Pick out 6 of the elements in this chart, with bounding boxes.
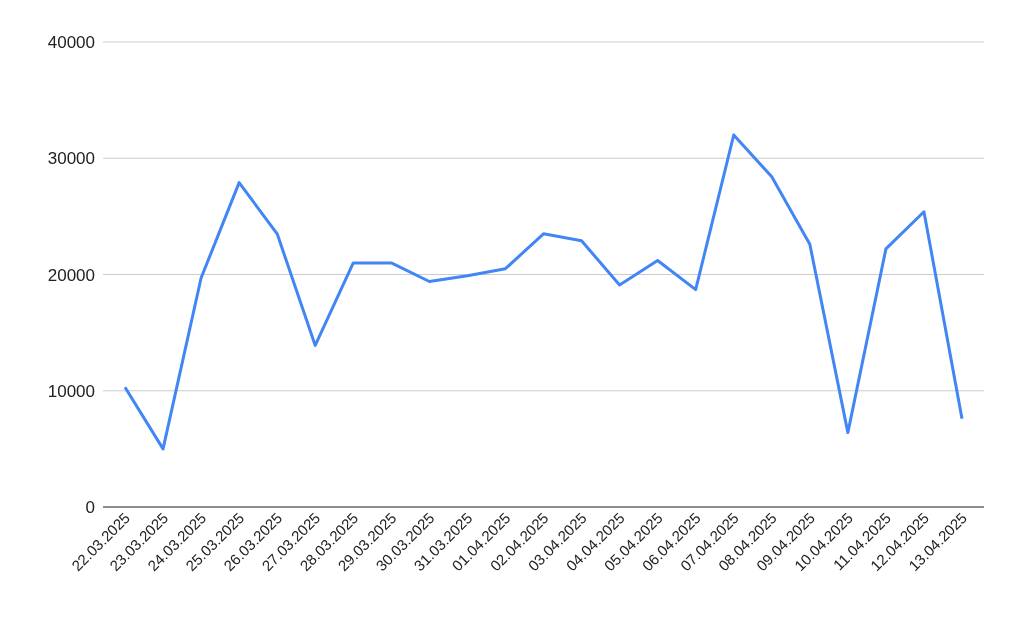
y-tick-label: 40000 xyxy=(47,33,95,53)
y-tick-label: 30000 xyxy=(47,149,95,169)
y-tick-label: 0 xyxy=(85,498,95,518)
y-tick-label: 10000 xyxy=(47,381,95,401)
y-tick-label: 20000 xyxy=(47,265,95,285)
line-series xyxy=(123,133,964,451)
